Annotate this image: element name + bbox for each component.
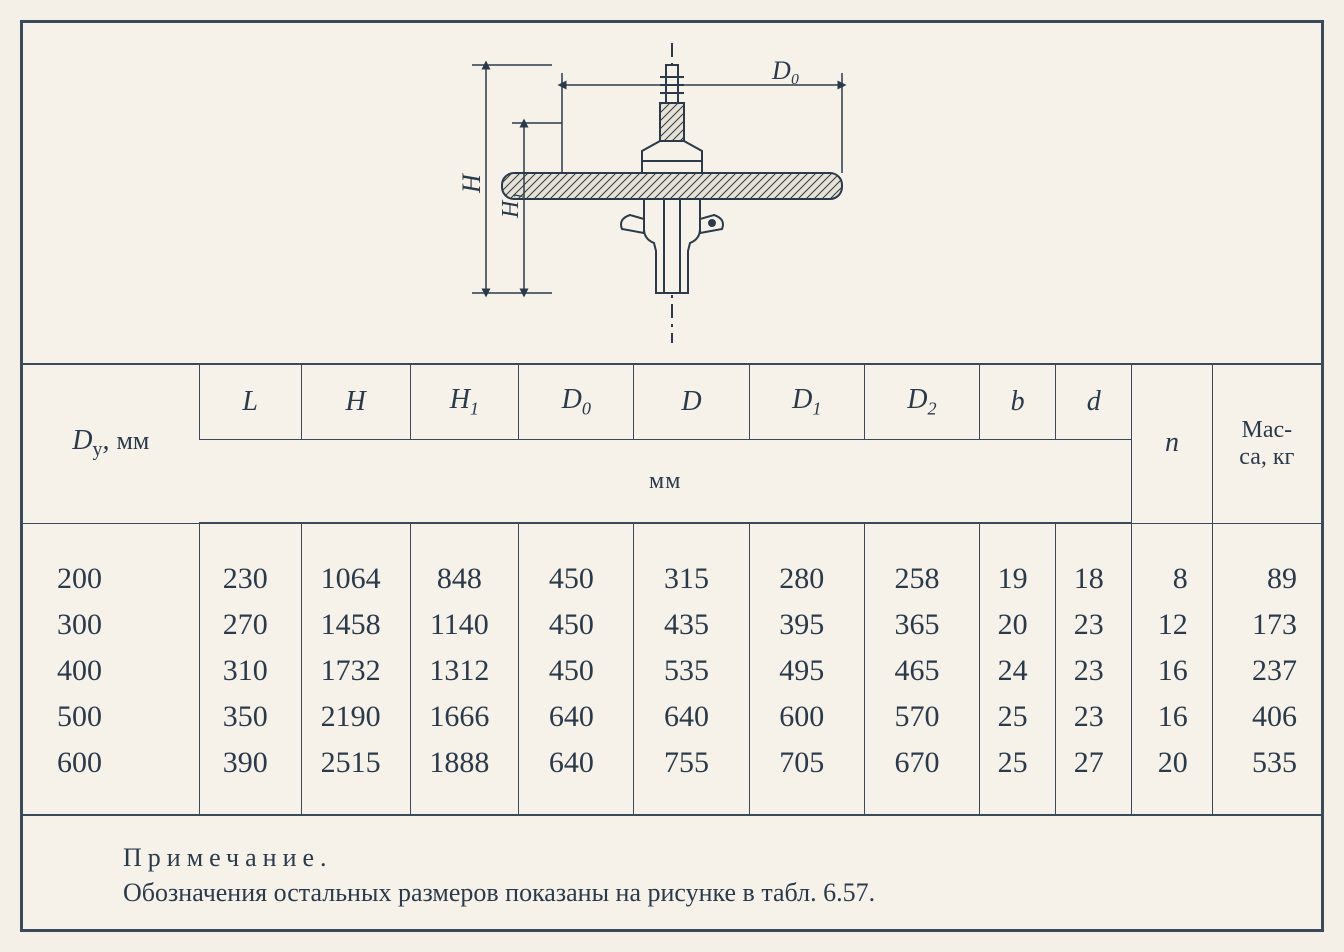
cell-D: 755 [634, 740, 749, 815]
unit-row-mm: мм [199, 440, 1132, 524]
cell-H1: 848 [410, 523, 519, 602]
cell-D0: 450 [519, 602, 634, 648]
cell-b: 24 [980, 648, 1056, 694]
cell-Dy: 200 [23, 523, 199, 602]
col-header-D: D [634, 364, 749, 440]
dimensions-table: Dу, ммLHH1D0DD1D2bdnМас-са, кгмм 2002301… [23, 363, 1321, 816]
col-header-H1: H1 [410, 364, 519, 440]
cell-n: 20 [1132, 740, 1212, 815]
table-row: 50035021901666640640600570252316406 [23, 694, 1321, 740]
footnote-title: Примечание. [123, 843, 333, 872]
cell-Dy: 500 [23, 694, 199, 740]
cell-H1: 1312 [410, 648, 519, 694]
cell-mass: 173 [1212, 602, 1321, 648]
cell-D2: 258 [864, 523, 979, 602]
cell-d: 23 [1056, 694, 1132, 740]
cell-d: 23 [1056, 602, 1132, 648]
cell-mass: 237 [1212, 648, 1321, 694]
col-header-n: n [1132, 364, 1212, 523]
col-header-dy: Dу, мм [23, 364, 199, 523]
cell-d: 18 [1056, 523, 1132, 602]
col-header-L: L [199, 364, 301, 440]
technical-diagram: D₀ H H₁ [412, 33, 932, 353]
table-row: 30027014581140450435395365202312173 [23, 602, 1321, 648]
dim-label-h: H [457, 173, 486, 194]
cell-D0: 640 [519, 694, 634, 740]
cell-H1: 1140 [410, 602, 519, 648]
cell-L: 310 [199, 648, 301, 694]
col-header-H: H [301, 364, 410, 440]
cell-D1: 705 [749, 740, 864, 815]
col-header-D0: D0 [519, 364, 634, 440]
cell-n: 8 [1132, 523, 1212, 602]
cell-D1: 600 [749, 694, 864, 740]
cell-D2: 465 [864, 648, 979, 694]
cell-D2: 365 [864, 602, 979, 648]
cell-D0: 450 [519, 523, 634, 602]
cell-D: 435 [634, 602, 749, 648]
page-frame: D₀ H H₁ Dу, ммLHH1D0DD1D2bdnМас-са, кгмм… [20, 20, 1324, 932]
cell-D: 315 [634, 523, 749, 602]
cell-L: 390 [199, 740, 301, 815]
cell-L: 230 [199, 523, 301, 602]
cell-H: 1732 [301, 648, 410, 694]
cell-L: 270 [199, 602, 301, 648]
col-header-D2: D2 [864, 364, 979, 440]
cell-b: 25 [980, 694, 1056, 740]
cell-d: 27 [1056, 740, 1132, 815]
dim-label-h1: H₁ [498, 192, 524, 219]
dim-label-d0: D₀ [771, 56, 800, 85]
cell-H: 1458 [301, 602, 410, 648]
cell-mass: 89 [1212, 523, 1321, 602]
table-row: 20023010648484503152802581918889 [23, 523, 1321, 602]
cell-H1: 1888 [410, 740, 519, 815]
cell-Dy: 600 [23, 740, 199, 815]
cell-b: 20 [980, 602, 1056, 648]
diagram-area: D₀ H H₁ [23, 23, 1321, 363]
cell-D: 640 [634, 694, 749, 740]
cell-D2: 570 [864, 694, 979, 740]
cell-n: 16 [1132, 648, 1212, 694]
cell-D1: 495 [749, 648, 864, 694]
col-header-D1: D1 [749, 364, 864, 440]
cell-mass: 406 [1212, 694, 1321, 740]
cell-H: 2190 [301, 694, 410, 740]
cell-D1: 280 [749, 523, 864, 602]
cell-D0: 640 [519, 740, 634, 815]
cell-D: 535 [634, 648, 749, 694]
cell-H: 1064 [301, 523, 410, 602]
cell-D2: 670 [864, 740, 979, 815]
cell-L: 350 [199, 694, 301, 740]
table-row: 40031017321312450535495465242316237 [23, 648, 1321, 694]
footnote: Примечание. Обозначения остальных размер… [23, 816, 1321, 934]
col-header-mass: Мас-са, кг [1212, 364, 1321, 523]
cell-D1: 395 [749, 602, 864, 648]
cell-b: 19 [980, 523, 1056, 602]
cell-Dy: 400 [23, 648, 199, 694]
cell-b: 25 [980, 740, 1056, 815]
cell-H1: 1666 [410, 694, 519, 740]
cell-d: 23 [1056, 648, 1132, 694]
col-header-b: b [980, 364, 1056, 440]
footnote-body: Обозначения остальных размеров показаны … [123, 878, 875, 907]
cell-n: 16 [1132, 694, 1212, 740]
table-row: 60039025151888640755705670252720535 [23, 740, 1321, 815]
cell-n: 12 [1132, 602, 1212, 648]
col-header-d: d [1056, 364, 1132, 440]
cell-H: 2515 [301, 740, 410, 815]
cell-mass: 535 [1212, 740, 1321, 815]
cell-D0: 450 [519, 648, 634, 694]
cell-Dy: 300 [23, 602, 199, 648]
